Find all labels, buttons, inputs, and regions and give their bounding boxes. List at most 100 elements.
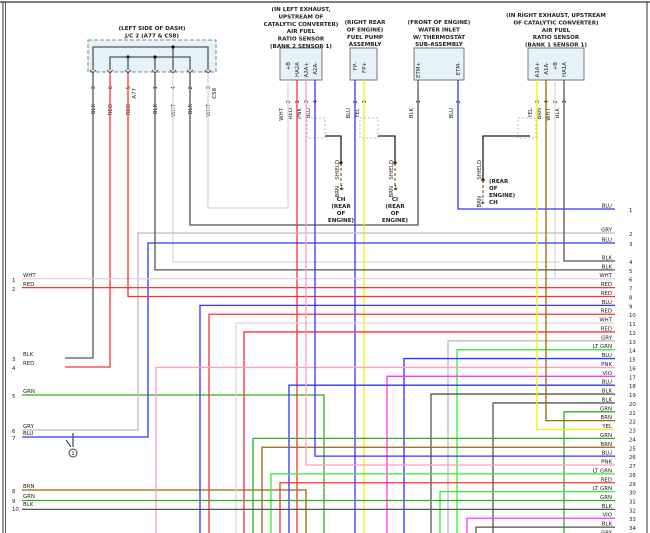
wire <box>207 73 289 209</box>
right-wire-label: RED <box>601 309 612 315</box>
pin-name: A1A+ <box>535 62 541 77</box>
ground-label: ENGINE) <box>489 193 516 199</box>
left-wire-label: RED <box>23 282 34 288</box>
splice-dot <box>171 45 175 49</box>
right-wire-label: BLK <box>602 389 613 395</box>
ground-label: ENGINE) <box>382 218 409 224</box>
wire-label: BRN <box>389 186 395 197</box>
left-wire-label: GRN <box>23 494 35 500</box>
right-wire-label: BLU <box>602 300 612 306</box>
right-wire-label: RED <box>601 326 612 332</box>
pin-number: 5 <box>126 86 132 89</box>
wire-row-3 <box>22 242 615 438</box>
wire-row-28 <box>270 473 615 533</box>
ground-label: OF <box>337 211 346 217</box>
left-sensor-title: AIR FUEL <box>287 29 316 35</box>
right-wire-label: VIO <box>602 513 612 519</box>
right-wire-label: GRN <box>600 406 612 412</box>
pin-name: +B <box>286 62 292 71</box>
pin-number: 3 <box>304 100 310 103</box>
pin-name: HA2A <box>295 62 301 77</box>
right-pin-number: 32 <box>629 508 636 514</box>
left-sensor-title: UPSTREAM OF <box>278 14 323 20</box>
left-wire-label: BLK <box>23 352 34 358</box>
right-pin-number: 13 <box>629 340 636 346</box>
right-wire-label: LT GRN <box>593 468 612 474</box>
right-pin-number: 19 <box>629 393 636 399</box>
right-wire-label: BRN <box>601 415 612 421</box>
ground-label: (REAR <box>489 179 509 185</box>
wire-row-2 <box>22 232 615 431</box>
water-inlet-title: W/ THERMOSTAT <box>413 35 465 41</box>
ground-label: (REAR <box>331 204 351 210</box>
right-sensor-title: (IN RIGHT EXHAUST, UPSTREAM <box>506 13 606 19</box>
wire-label: RED <box>108 104 114 115</box>
ground-label: OF <box>489 186 498 192</box>
wire-label: BLK <box>91 104 97 115</box>
pin-number: 2 <box>553 100 559 103</box>
ground-label: CH <box>337 197 346 203</box>
wire-label: BRN <box>537 108 543 119</box>
callout-circle <box>68 448 78 458</box>
shield-label: SHIELD <box>335 160 341 180</box>
wire-row-27 <box>305 80 615 466</box>
right-sensor-title: AIR FUEL <box>542 28 571 34</box>
shield-outline <box>359 117 379 139</box>
pin-number: 2 <box>188 86 194 89</box>
right-sensor-title: OF CATALYTIC CONVERTER) <box>513 20 599 26</box>
wire-row-22 <box>545 80 615 422</box>
pin-number: 1 <box>362 100 368 103</box>
ground-label: OF <box>391 211 400 217</box>
wire-row-16 <box>155 366 615 533</box>
wire <box>22 394 325 533</box>
wire-label: YEL <box>528 108 534 119</box>
left-pin-number: 1 <box>12 278 15 284</box>
pin-name: A2A- <box>313 62 319 75</box>
wire <box>65 73 111 368</box>
left-wire-label: GRN <box>23 389 35 395</box>
right-pin-number: 14 <box>629 349 636 355</box>
wire-label: WHT <box>206 103 212 116</box>
wire-label: BRN <box>335 186 341 197</box>
pin-name: +B <box>553 62 559 71</box>
pin-number: 2 <box>353 100 359 103</box>
jc-title: (LEFT SIDE OF DASH) <box>119 26 186 32</box>
right-pin-number: 28 <box>629 473 636 479</box>
right-wire-label: YEL <box>601 424 612 430</box>
right-wire-label: BLK <box>602 264 613 270</box>
wire-label: WHT <box>279 107 285 120</box>
wire-row-23 <box>536 80 615 431</box>
wire-label: BLK <box>153 104 159 115</box>
right-wire-label: WHT <box>599 318 612 324</box>
right-wire-label: BLK <box>602 504 613 510</box>
wire-row-1 <box>457 80 615 210</box>
right-pin-number: 29 <box>629 482 636 488</box>
pin-name: ETM- <box>456 62 462 75</box>
pin-number: 3 <box>91 86 97 89</box>
fuel-pump-title: FUEL PUMP <box>347 35 383 41</box>
right-pin-number: 5 <box>629 269 632 275</box>
shield-label: SHIELD <box>389 160 395 180</box>
right-wire-label: BLU <box>602 238 612 244</box>
right-wire-label: GRY <box>601 530 613 533</box>
wire <box>172 73 560 263</box>
wire-label: YEL <box>355 108 361 119</box>
shield-wire <box>378 135 396 163</box>
left-wire-label: GRY <box>23 424 35 430</box>
wire-label: BLU <box>346 108 352 118</box>
wire-row-21 <box>563 411 615 533</box>
wire-row-34 <box>475 526 615 533</box>
right-wire-label: LT GRN <box>593 486 612 492</box>
left-pin-number: 10 <box>12 507 19 513</box>
left-pin-number: 8 <box>12 489 16 495</box>
wire-row-20 <box>492 402 615 533</box>
right-wire-label: RED <box>601 282 612 288</box>
left-sensor-title: RATIO SENSOR <box>278 37 325 43</box>
wire-label: BLK <box>409 108 415 119</box>
right-wire-label: BLK <box>602 522 613 528</box>
wire-label: PNK <box>297 108 303 119</box>
water-inlet-title: (FRONT OF ENGINE) <box>408 20 471 26</box>
ground-icon: ⏚ <box>480 199 486 206</box>
wire-row-9 <box>199 304 615 533</box>
pin-number: 1 <box>295 100 301 103</box>
